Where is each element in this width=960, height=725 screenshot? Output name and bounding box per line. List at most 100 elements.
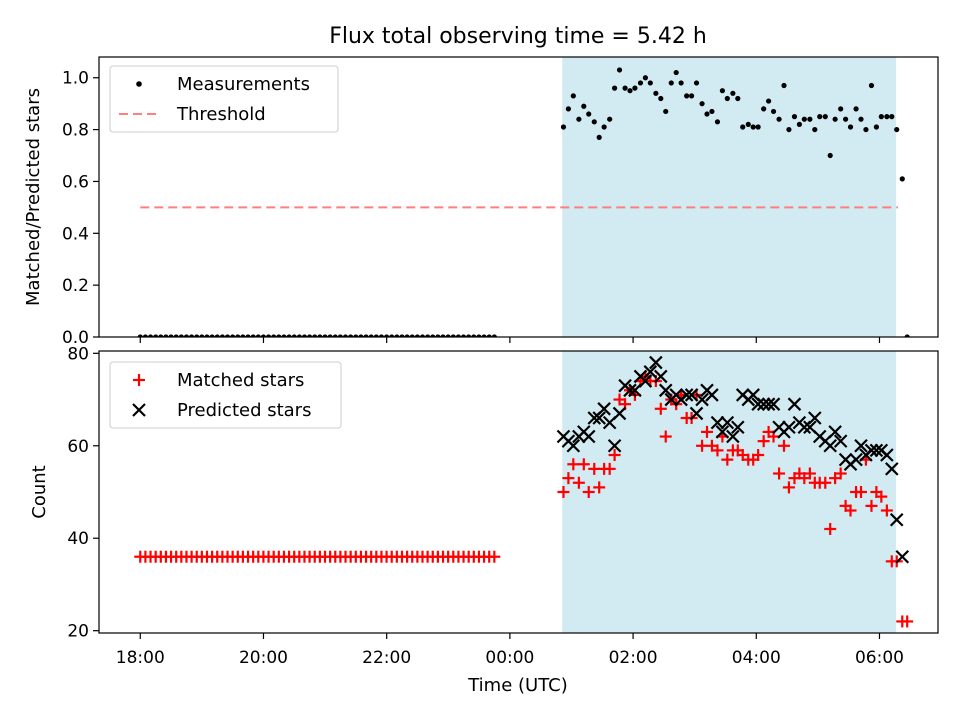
measurement-point [224,334,231,337]
x-tick-label: 00:00 [485,648,534,668]
measurement-point [265,334,272,337]
x-tick-label: 04:00 [732,648,781,668]
x-axis-label: Time (UTC) [467,675,568,696]
measurement-point [688,93,695,99]
matched-star-point [819,476,832,489]
predicted-star-point [864,443,879,458]
legend-matched-label: Matched stars [177,370,304,391]
measurement-point [847,124,854,130]
top-axes-frame [98,56,939,338]
predicted-star-point [849,452,863,467]
matched-star-point [865,499,878,512]
matched-star-point [854,486,867,498]
measurement-point [235,334,241,337]
measurement-point [153,334,159,337]
measurement-point [219,334,225,337]
matched-star-point [659,430,672,443]
predicted-star-point [720,415,735,430]
measurement-point [658,95,664,102]
predicted-star-point [689,406,704,421]
measurement-point [822,114,828,120]
measurement-point [878,114,884,120]
matched-star-point [901,615,914,628]
y-tick-label: 0.8 [62,121,89,141]
measurement-point [281,334,287,337]
measurement-point [704,111,710,117]
matched-star-point [880,504,893,517]
measurement-point [435,334,441,337]
matched-star-point [773,467,786,480]
x-tick-label: 06:00 [855,648,904,668]
x-tick-label: 02:00 [609,648,658,668]
predicted-star-point [731,420,745,435]
measurement-point [255,334,261,337]
matched-star-point [824,522,837,535]
measurement-point [673,69,679,76]
measurement-point [894,126,900,133]
measurement-point [601,124,607,130]
matched-star-point [557,486,570,498]
top-legend: Measurements Threshold [109,65,339,133]
measurement-point [868,82,875,89]
predicted-star-point [808,411,822,425]
measurement-point [173,334,179,337]
measurement-point [358,334,364,337]
measurement-point [853,106,859,112]
measurement-point [317,334,323,337]
predicted-star-point [607,438,622,453]
predicted-star-point [756,397,771,411]
measurement-point [183,334,190,337]
matched-star-point [700,425,713,438]
predicted-star-point [787,397,802,411]
predicted-star-point [823,438,837,453]
measurement-point [409,334,415,337]
predicted-star-point [566,438,581,453]
predicted-star-point [643,365,658,379]
x-tick-label: 20:00 [239,648,288,668]
y-tick-label: 1.0 [62,69,89,89]
measurement-point [178,334,184,337]
measurement-point [889,114,895,120]
measurement-point [260,334,267,337]
measurement-point [719,88,725,94]
predicted-star-point [828,425,842,439]
matched-star-point [834,467,847,480]
measurement-point [245,334,251,337]
y-tick-label: 80 [67,344,89,364]
measurement-point [286,334,292,337]
measurement-point [801,116,807,122]
measurement-point [647,80,653,86]
matched-star-point [782,481,795,494]
measurement-point [209,334,215,337]
measurement-point [322,334,328,337]
measurement-point [450,334,456,337]
measurement-point [745,121,751,128]
y-tick-label: 0.2 [62,276,89,296]
measurement-point [863,126,869,133]
predicted-star-point [726,429,740,444]
measurement-point [271,334,277,337]
measurement-point [730,90,736,96]
legend-threshold-label: Threshold [176,104,266,125]
x-tick-label: 22:00 [362,648,411,668]
measurement-point [586,111,592,117]
predicted-star-point [889,512,904,527]
measurement-point [776,116,782,122]
predicted-star-point [761,397,776,411]
x-tick-label: 18:00 [116,648,165,668]
measurement-point [807,116,813,122]
measurement-point [663,108,669,115]
matched-star-point [593,481,606,494]
measurement-point [368,334,374,337]
measurement-point [565,106,571,112]
matched-star-points [134,370,914,628]
measurement-point [188,334,195,337]
bottom-x-ticks: 18:00 20:00 22:00 00:00 02:00 04:00 06:00 [116,633,904,668]
measurement-point [291,334,297,337]
measurement-point [353,334,359,337]
predicted-star-point [638,374,653,388]
bottom-legend: Matched stars Predicted stars [109,361,342,429]
predicted-star-point [782,420,796,435]
measurement-point [581,103,587,109]
